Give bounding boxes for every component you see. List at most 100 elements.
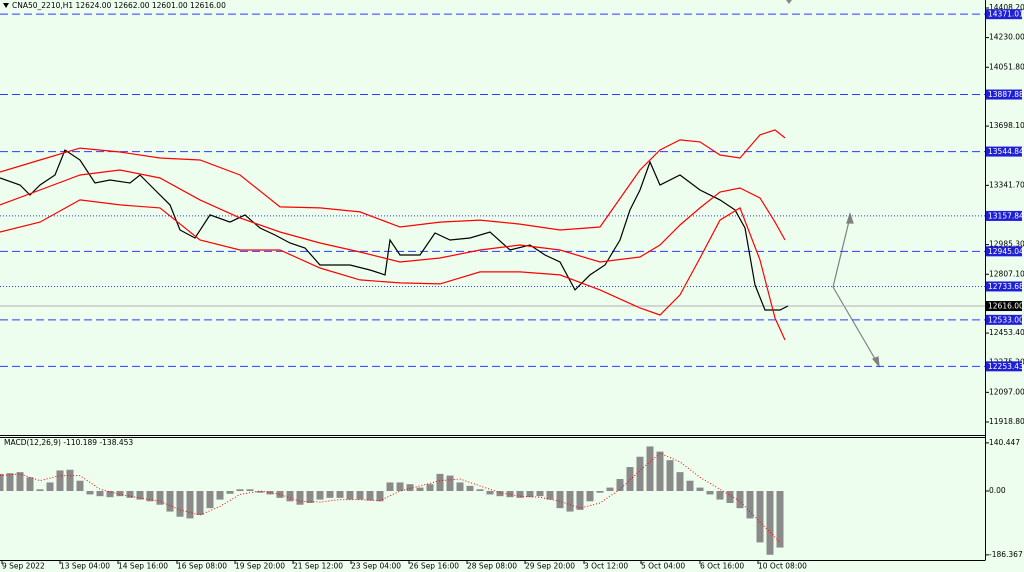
histogram-bar — [506, 491, 514, 498]
histogram-bar — [46, 482, 54, 492]
histogram-bar — [0, 473, 4, 492]
histogram-bar — [16, 472, 24, 492]
histogram-bar — [296, 491, 304, 505]
x-tick-label: 6 Oct 16:00 — [700, 562, 744, 571]
histogram-bar — [286, 491, 294, 502]
x-tick-label: 21 Sep 12:00 — [293, 562, 343, 571]
histogram-bar — [146, 491, 154, 502]
shift-marker — [786, 0, 792, 4]
histogram-bar — [446, 475, 454, 492]
menu-icon[interactable] — [3, 3, 9, 8]
histogram-bar — [106, 491, 114, 498]
histogram-bar — [756, 491, 764, 543]
histogram-bar — [686, 480, 694, 492]
x-tick-label: 26 Sep 16:00 — [409, 562, 459, 571]
histogram-bar — [716, 491, 724, 500]
x-tick-label: 16 Sep 08:00 — [177, 562, 227, 571]
histogram-bar — [746, 491, 754, 519]
histogram-bar — [766, 491, 774, 555]
histogram-bar — [376, 491, 384, 502]
chart-title: CNA50_2210,H1 12624.00 12662.00 12601.00… — [12, 1, 226, 10]
histogram-bar — [576, 491, 584, 510]
histogram-bar — [216, 491, 224, 500]
level-label-box — [986, 9, 1022, 20]
histogram-bar — [586, 491, 594, 502]
histogram-bar — [206, 491, 214, 509]
histogram-bar — [226, 491, 234, 494]
y-tick-label: 140.447 — [989, 438, 1020, 447]
histogram-bar — [736, 491, 744, 509]
histogram-bar — [136, 491, 144, 500]
histogram-bar — [256, 491, 264, 493]
histogram-bar — [516, 491, 524, 498]
histogram-bar — [276, 491, 284, 498]
histogram-bar — [236, 489, 244, 492]
histogram-bar — [306, 491, 314, 504]
histogram-bar — [336, 491, 344, 498]
histogram-bar — [116, 491, 124, 497]
x-tick-label: 10 Oct 08:00 — [758, 562, 807, 571]
histogram-bar — [526, 491, 534, 498]
indicator-title: MACD(12,26,9) -110.189 -138.453 — [4, 438, 133, 447]
level-label: 13544.84 — [988, 147, 1024, 156]
histogram-bar — [76, 480, 84, 492]
histogram-bar — [656, 451, 664, 492]
histogram-bar — [616, 479, 624, 492]
arrow-head — [846, 212, 854, 224]
histogram-bar — [56, 470, 64, 492]
histogram-bar — [666, 460, 674, 492]
histogram-bar — [546, 491, 554, 500]
histogram-bar — [536, 491, 544, 497]
arrow-down — [832, 286, 879, 365]
histogram-bar — [486, 491, 494, 495]
histogram-bar — [626, 467, 634, 492]
histogram-bar — [156, 491, 164, 505]
histogram-bar — [606, 487, 614, 492]
histogram-bar — [36, 489, 44, 492]
histogram-bar — [326, 491, 334, 498]
x-tick-label: 23 Sep 04:00 — [351, 562, 401, 571]
level-label-box — [986, 281, 1022, 292]
x-tick-label: 29 Sep 20:00 — [525, 562, 575, 571]
annotation-arrows — [832, 212, 880, 368]
histogram-bar — [676, 472, 684, 492]
y-tick-label: 11918.80 — [989, 417, 1024, 426]
y-tick-label: 13341.70 — [989, 180, 1024, 189]
histogram-bar — [416, 487, 424, 492]
histogram-bar — [176, 491, 184, 517]
histogram-bar — [126, 491, 134, 498]
x-tick-label: 9 Sep 2022 — [2, 562, 45, 571]
arrow-head — [871, 356, 880, 368]
histogram-bar — [566, 491, 574, 512]
x-tick-label: 14 Sep 16:00 — [118, 562, 168, 571]
level-label-box — [986, 301, 1022, 312]
x-tick-label: 28 Sep 08:00 — [467, 562, 517, 571]
level-label: 13887.88 — [988, 90, 1024, 99]
histogram-bar — [196, 491, 204, 516]
histogram-bar — [406, 484, 414, 492]
y-tick-label: 0.00 — [989, 486, 1006, 495]
histogram-bar — [366, 491, 374, 501]
histogram-bar — [316, 491, 324, 500]
histogram-bar — [66, 469, 74, 492]
series-line — [0, 169, 786, 263]
level-label: 12733.68 — [988, 282, 1024, 291]
histogram-bar — [436, 473, 444, 492]
y-tick-label: 14408.20 — [989, 3, 1024, 12]
level-label-box — [986, 361, 1022, 372]
histogram-bar — [346, 491, 354, 500]
y-tick-label: 12453.40 — [989, 328, 1024, 337]
histogram-bar — [596, 491, 604, 493]
level-label-box — [986, 146, 1022, 157]
y-tick-label: 12985.30 — [989, 240, 1024, 249]
level-label-box — [986, 314, 1022, 325]
level-label-box — [986, 89, 1022, 100]
x-tick-label: 5 Oct 04:00 — [641, 562, 685, 571]
y-tick-label: 13698.10 — [989, 121, 1024, 130]
y-tick-label: 12097.00 — [989, 387, 1024, 396]
level-label: 12533.00 — [988, 315, 1024, 324]
histogram-bar — [386, 482, 394, 492]
y-tick-label: 12807.10 — [989, 269, 1024, 278]
